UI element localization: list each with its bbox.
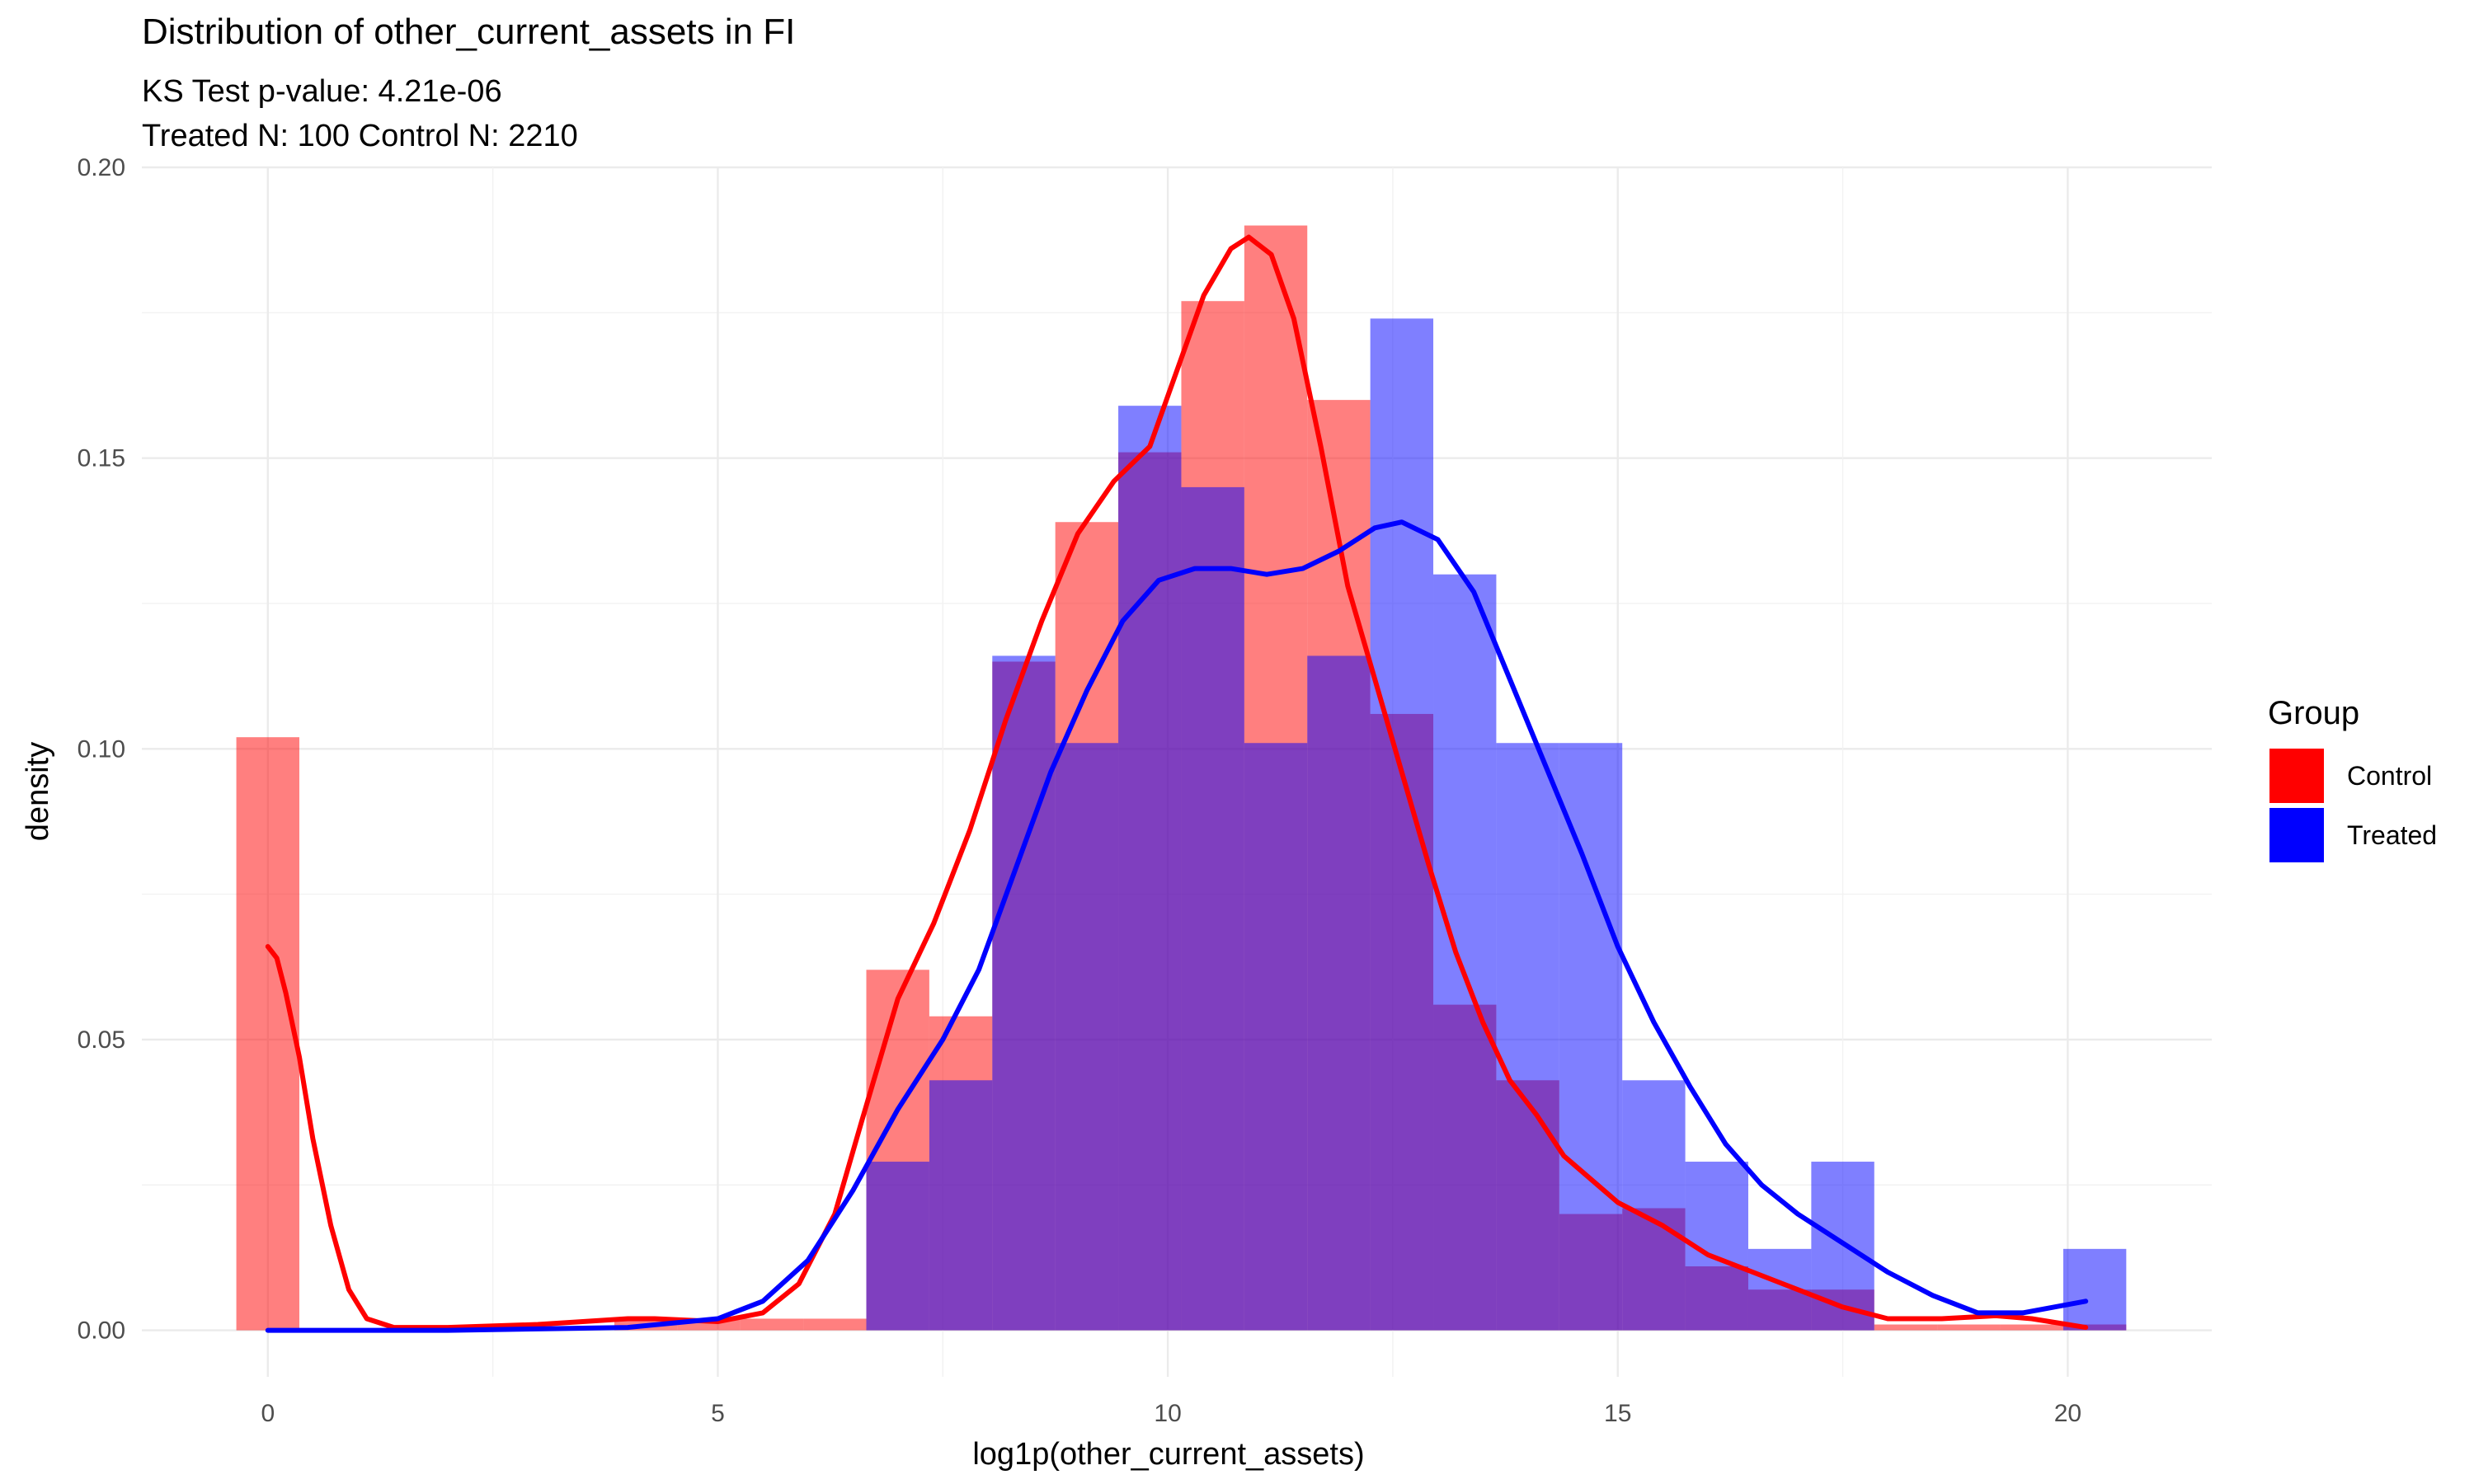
y-tick-label: 0.00 [78,1317,125,1345]
axis-ticks: 0.00 0.05 0.10 0.15 0.20 0 5 10 15 20 [78,154,2081,1427]
histogram-bar-treated [866,1162,929,1331]
histogram-bar-treated [1307,655,1371,1331]
x-axis-title: log1p(other_current_assets) [972,1437,1364,1472]
x-tick-label: 20 [2054,1400,2081,1427]
histogram-bar-treated [2062,1248,2127,1331]
density-curves [265,234,2089,1333]
chart-subtitle-sample-sizes: Treated N: 100 Control N: 2210 [142,119,578,153]
legend-title: Group [2268,695,2359,731]
y-tick-label: 0.15 [78,445,125,472]
histogram-bar-treated [1055,743,1119,1331]
histogram-bar-treated [992,655,1056,1331]
histogram-bar-control [803,1318,867,1331]
histogram-bars [236,225,2127,1331]
density-curve-control [265,234,2089,1331]
histogram-bar-control [1874,1324,1938,1331]
histogram-bar-control [1937,1324,2001,1331]
histogram-bar-control [2000,1324,2063,1331]
histogram-bar-treated [1370,318,1434,1331]
chart-subtitle-ks-test: KS Test p-value: 4.21e-06 [142,74,502,109]
x-tick-label: 5 [711,1400,725,1427]
histogram-bar-control [236,737,299,1331]
x-tick-label: 0 [261,1400,275,1427]
histogram-bar-treated [929,1080,993,1331]
legend-swatch-control [2269,749,2324,803]
histogram-bar-treated [1496,743,1559,1331]
histogram-bar-treated [1244,743,1308,1331]
y-tick-label: 0.20 [78,154,125,181]
x-tick-label: 15 [1604,1400,1631,1427]
histogram-bar-treated [1118,406,1182,1331]
legend: Group Control Treated [2268,695,2437,862]
legend-label-treated: Treated [2347,820,2437,850]
histogram-bar-treated [1559,743,1623,1331]
histogram-bar-treated [1181,486,1244,1331]
histogram-bar-treated [1622,1080,1686,1331]
histogram-bar-treated [1433,574,1497,1331]
chart-title: Distribution of other_current_assets in … [142,12,796,52]
y-tick-label: 0.05 [78,1026,125,1054]
legend-label-control: Control [2347,761,2432,791]
histogram-bar-control [740,1318,804,1331]
y-tick-label: 0.10 [78,735,125,763]
x-tick-label: 10 [1154,1400,1181,1427]
density-curve-treated [265,519,2089,1333]
y-axis-title: density [21,742,55,841]
legend-swatch-treated [2269,808,2324,862]
